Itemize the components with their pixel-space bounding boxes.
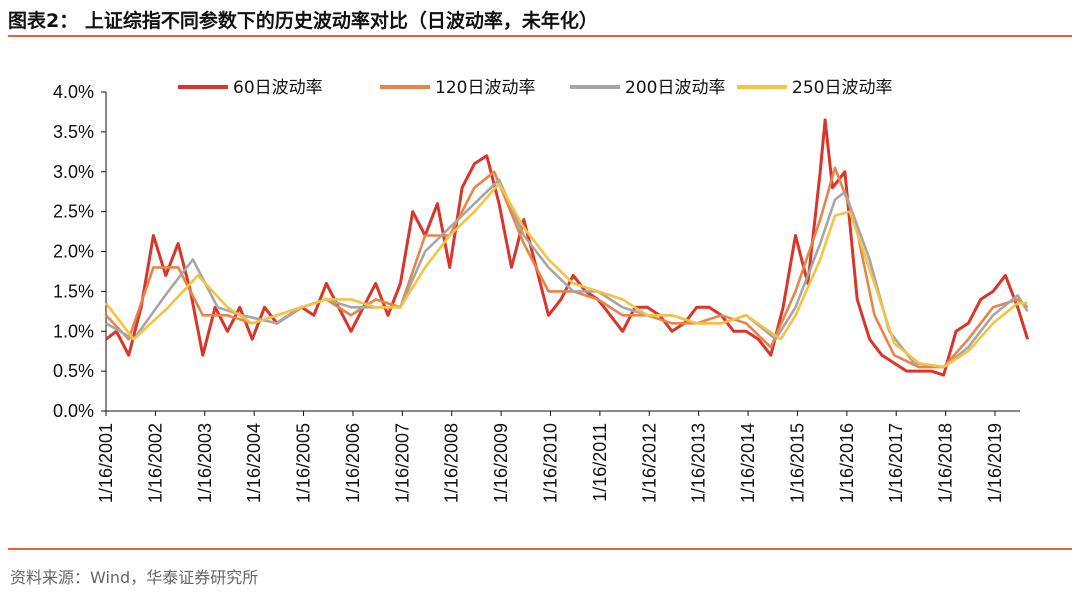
x-tick-label: 1/16/2007 <box>392 423 412 503</box>
series-line-3 <box>105 178 1029 369</box>
x-tick-label: 1/16/2006 <box>343 423 363 503</box>
x-tick-label: 1/16/2013 <box>689 423 709 503</box>
y-tick-label: 3.0% <box>53 162 94 182</box>
y-tick-label: 1.0% <box>53 321 94 341</box>
y-tick-label: 1.5% <box>53 281 94 301</box>
x-tick-label: 1/16/2010 <box>541 423 561 503</box>
x-tick-label: 1/16/2017 <box>886 423 906 503</box>
y-tick-label: 0.0% <box>53 401 94 421</box>
legend-label: 120日波动率 <box>435 78 535 98</box>
source-note: 资料来源：Wind，华泰证券研究所 <box>10 568 259 587</box>
legend-label: 200日波动率 <box>625 78 725 98</box>
legend-label: 250日波动率 <box>792 78 892 98</box>
y-tick-label: 2.5% <box>53 202 94 222</box>
x-tick-label: 1/16/2011 <box>590 423 610 502</box>
title-divider <box>8 35 1072 37</box>
legend-label: 60日波动率 <box>233 78 323 98</box>
x-tick-label: 1/16/2019 <box>985 423 1005 503</box>
figure-title: 图表2： 上证综指不同参数下的历史波动率对比（日波动率，未年化） <box>8 10 598 32</box>
x-tick-label: 1/16/2003 <box>195 423 215 503</box>
y-tick-label: 0.5% <box>53 361 94 381</box>
x-tick-label: 1/16/2012 <box>639 423 659 503</box>
footer-divider <box>8 548 1072 550</box>
x-tick-label: 1/16/2008 <box>442 423 462 503</box>
x-tick-label: 1/16/2016 <box>837 423 857 503</box>
y-tick-label: 4.0% <box>53 82 94 102</box>
x-tick-label: 1/16/2005 <box>294 423 314 503</box>
x-tick-label: 1/16/2004 <box>244 423 264 503</box>
series-line-1 <box>105 118 1030 377</box>
x-tick-label: 1/16/2014 <box>738 423 758 503</box>
x-tick-label: 1/16/2001 <box>96 423 116 503</box>
x-tick-label: 1/16/2002 <box>145 423 165 503</box>
x-tick-label: 1/16/2018 <box>936 423 956 503</box>
y-tick-label: 3.5% <box>53 122 94 142</box>
x-tick-label: 1/16/2009 <box>491 423 511 503</box>
y-tick-label: 2.0% <box>53 242 94 262</box>
series-line-4 <box>104 182 1028 369</box>
series-line-2 <box>105 166 1029 369</box>
x-tick-label: 1/16/2015 <box>787 423 807 503</box>
